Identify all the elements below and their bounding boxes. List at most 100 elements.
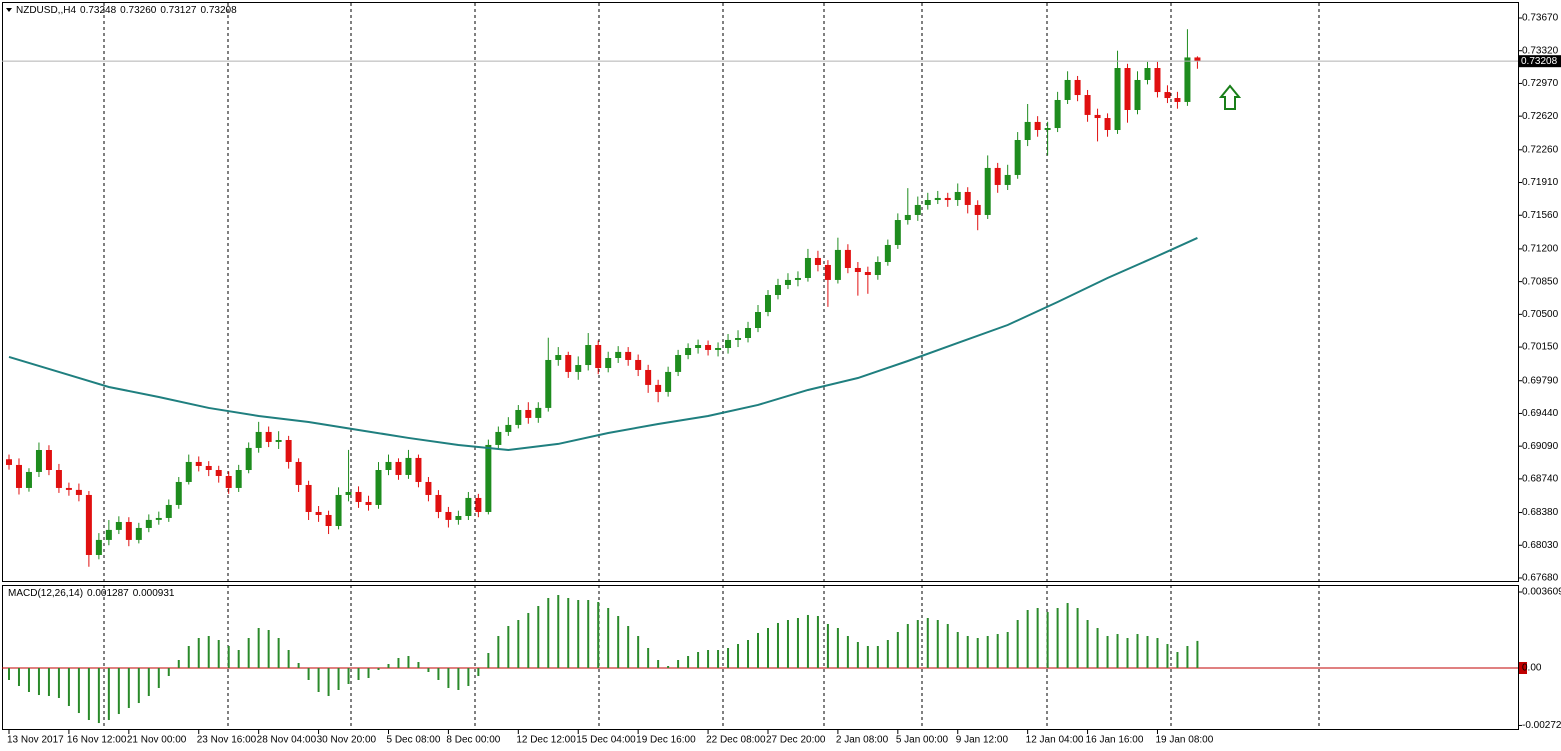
candle-body: [884, 244, 891, 262]
candle-body: [15, 464, 22, 488]
candle-body: [1124, 68, 1131, 110]
candle-body: [435, 494, 442, 512]
candle-body: [315, 511, 322, 515]
candle-body: [595, 345, 602, 369]
candle-body: [804, 257, 811, 278]
candle-body: [445, 511, 452, 520]
header-value: 0.73127: [160, 5, 197, 16]
y-tick-label: 0.72620: [1522, 111, 1559, 122]
header-value: 0.73208: [200, 5, 237, 16]
candle-body: [755, 312, 762, 328]
vertical-grid: [103, 3, 1320, 730]
candle-body: [285, 439, 292, 462]
y-tick-label: 0.71200: [1522, 244, 1559, 255]
candle-body: [35, 449, 42, 472]
candle-body: [405, 457, 412, 475]
candle-body: [854, 267, 861, 272]
candle-body: [365, 501, 372, 505]
up-arrow: [1218, 84, 1242, 110]
zero-label-box: [1519, 662, 1527, 675]
candle-body: [874, 261, 881, 275]
x-tick-label: 13 Nov 2017: [7, 735, 64, 746]
candle-body: [844, 249, 851, 268]
x-tick-label: 9 Jan 12:00: [956, 735, 1009, 746]
candle-body: [944, 197, 951, 201]
header-value: 0.73248: [80, 5, 117, 16]
candle-body: [415, 457, 422, 482]
candle-body: [55, 470, 62, 488]
candle-body: [305, 484, 312, 512]
candle-body: [1134, 79, 1141, 110]
x-tick-label: 19 Dec 16:00: [636, 735, 696, 746]
y-tick-label: 0.003609: [1522, 587, 1561, 598]
candle-body: [695, 345, 702, 349]
candle-body: [725, 339, 732, 349]
y-tick-label: 0.69090: [1522, 441, 1559, 452]
candle-body: [894, 220, 901, 245]
candle-body: [645, 369, 652, 385]
y-tick-label: 0.70850: [1522, 276, 1559, 287]
y-tick-label: 0.00: [1522, 663, 1542, 674]
x-tick-label: 16 Nov 12:00: [67, 735, 127, 746]
y-tick-label: 0.71910: [1522, 177, 1559, 188]
x-tick-label: 19 Jan 08:00: [1155, 735, 1213, 746]
candle-body: [1194, 57, 1201, 62]
candle-body: [565, 355, 572, 372]
x-tick-label: 16 Jan 16:00: [1086, 735, 1144, 746]
candle-body: [105, 529, 112, 540]
candle-body: [525, 409, 532, 418]
candle-body: [1164, 92, 1171, 99]
candle-body: [1064, 79, 1071, 100]
current-price-label: 0.73208: [1521, 56, 1558, 67]
candle-body: [465, 497, 472, 516]
x-tick-label: 22 Dec 08:00: [706, 735, 766, 746]
candle-body: [535, 407, 542, 418]
candle-body: [335, 494, 342, 527]
candle-body: [375, 470, 382, 505]
candle-body: [245, 447, 252, 471]
candle-body: [165, 504, 172, 518]
candle-body: [615, 351, 622, 359]
y-tick-label: 0.72970: [1522, 78, 1559, 89]
candle-body: [135, 527, 142, 540]
candle-body: [515, 409, 522, 425]
candle-body: [95, 539, 102, 555]
candle-body: [65, 487, 72, 490]
candle-body: [195, 461, 202, 466]
macd-panel-frame: [2, 585, 1519, 730]
candle-body: [904, 214, 911, 221]
candle-body: [665, 371, 672, 392]
candle-body: [225, 475, 232, 488]
candle-body: [265, 431, 272, 442]
y-tick-label: 0.68740: [1522, 474, 1559, 485]
header-value: 0.001287: [87, 588, 129, 599]
candle-body: [705, 345, 712, 350]
candle-body: [924, 200, 931, 205]
x-tick-label: 12 Jan 04:00: [1026, 735, 1084, 746]
y-tick-label: 0.73670: [1522, 13, 1559, 24]
candle-body: [235, 470, 242, 488]
candle-body: [605, 358, 612, 369]
candle-body: [1044, 128, 1051, 130]
candle-body: [5, 459, 12, 465]
candle-body: [255, 431, 262, 448]
candle-body: [784, 279, 791, 285]
y-tick-label: 0.71560: [1522, 210, 1559, 221]
candle-body: [175, 481, 182, 505]
candle-body: [1174, 98, 1181, 102]
candle-body: [25, 471, 32, 488]
candle-body: [655, 384, 662, 392]
header-value: 0.000931: [133, 588, 175, 599]
candle-body: [675, 355, 682, 372]
candle-body: [1184, 57, 1191, 102]
candle-body: [635, 359, 642, 370]
candle-body: [215, 470, 222, 476]
candle-body: [954, 191, 961, 201]
x-tick-label: 28 Nov 04:00: [257, 735, 317, 746]
candle-body: [774, 284, 781, 295]
menu-triangle: [6, 8, 12, 12]
y-tick-label: 0.68380: [1522, 507, 1559, 518]
panel-title: MACD(12,26,14): [8, 588, 83, 599]
moving-average: [8, 237, 1198, 452]
candle-body: [1084, 95, 1091, 115]
